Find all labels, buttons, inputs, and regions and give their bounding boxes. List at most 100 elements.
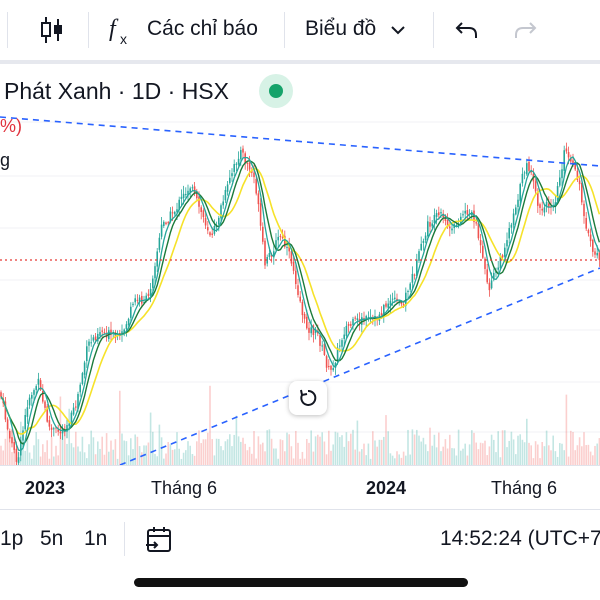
volume-bar: [314, 436, 317, 465]
volume-bar: [198, 430, 200, 465]
candle-body: [528, 161, 530, 171]
lower-trendline: [119, 267, 600, 466]
price-chart[interactable]: [0, 64, 600, 466]
range-1p-button[interactable]: 1p: [0, 527, 24, 550]
volume-bar: [512, 439, 515, 465]
candle-body: [156, 251, 158, 267]
volume-bar: [510, 431, 513, 465]
candle-body: [517, 199, 519, 207]
volume-bar: [501, 430, 504, 465]
candle-body: [101, 330, 103, 332]
volume-bar: [114, 439, 117, 465]
indicator-fx-icon[interactable]: f x: [106, 12, 136, 48]
symbol-title[interactable]: Phát Xanh · 1D · HSX: [4, 78, 229, 104]
volume-bar: [207, 432, 209, 465]
volume-bar: [160, 437, 163, 465]
redo-icon[interactable]: [510, 12, 540, 48]
volume-bar: [424, 444, 427, 465]
volume-bar: [112, 449, 114, 465]
candle-body: [121, 331, 123, 334]
candle-body: [92, 337, 95, 341]
volume-bar: [369, 458, 372, 465]
candle-body: [585, 217, 587, 229]
candle-body: [292, 262, 295, 271]
candle-body: [407, 291, 409, 293]
candle-body: [548, 203, 550, 208]
candle-body: [303, 313, 306, 319]
candle-body: [147, 293, 150, 297]
volume-bar: [363, 443, 365, 465]
svg-text:f: f: [109, 16, 119, 42]
volume-bar: [559, 443, 561, 465]
indicators-button[interactable]: Các chỉ báo: [147, 17, 258, 40]
volume-bar: [367, 443, 370, 465]
range-5n-button[interactable]: 5n: [40, 527, 64, 550]
volume-bar: [429, 427, 431, 465]
reset-chart-button[interactable]: [289, 381, 327, 415]
volume-bar: [301, 451, 304, 465]
candle-body: [530, 170, 532, 173]
candle-body: [596, 253, 598, 256]
volume-bar: [552, 435, 554, 465]
volume-bar: [556, 456, 559, 465]
candle-body: [506, 240, 508, 247]
volume-bar: [587, 444, 590, 465]
volume-bar: [26, 436, 29, 465]
candle-body: [110, 329, 112, 335]
candle-body: [180, 196, 183, 200]
range-1n-button[interactable]: 1n: [84, 527, 108, 550]
volume-bar: [306, 438, 308, 465]
candle-body: [284, 235, 286, 247]
volume-bar: [48, 458, 51, 465]
volume-bar: [321, 432, 323, 465]
volume-bar: [596, 443, 598, 465]
volume-bar: [92, 437, 95, 465]
volume-bar: [453, 448, 455, 465]
volume-bar: [99, 448, 101, 465]
candle-body: [277, 236, 279, 241]
volume-bar: [506, 447, 508, 465]
volume-bar: [554, 451, 557, 465]
volume-bar: [323, 441, 326, 465]
chart-type-button[interactable]: Biểu đồ: [305, 17, 377, 40]
candle-body: [345, 325, 348, 336]
volume-bar: [286, 432, 288, 465]
volume-bar: [457, 429, 460, 465]
candle-body: [55, 427, 57, 429]
candle-body: [94, 336, 97, 341]
undo-icon[interactable]: [452, 12, 482, 48]
volume-bar: [226, 439, 229, 465]
chevron-down-icon[interactable]: [387, 12, 409, 48]
candle-body: [435, 213, 438, 217]
candle-body: [229, 177, 231, 184]
candle-body: [169, 211, 172, 222]
candle-body: [26, 407, 29, 417]
candle-body: [134, 298, 136, 303]
date-range-icon[interactable]: [142, 522, 176, 558]
candle-body: [209, 232, 211, 236]
volume-bar: [196, 441, 198, 465]
candle-body: [365, 316, 367, 320]
volume-bar: [42, 444, 44, 465]
clock-timezone[interactable]: 14:52:24 (UTC+7: [440, 527, 600, 550]
volume-bar: [383, 436, 385, 465]
volume-bar: [308, 442, 310, 465]
candle-body: [185, 194, 187, 196]
candle-body: [11, 437, 13, 444]
volume-bar: [284, 451, 286, 465]
volume-bar: [594, 445, 596, 465]
candle-body: [275, 240, 277, 250]
candle-body: [526, 163, 528, 175]
candle-body: [455, 225, 458, 227]
volume-bar: [200, 443, 202, 465]
volume-bar: [508, 440, 510, 465]
volume-bar: [72, 447, 75, 465]
volume-bar: [495, 452, 497, 465]
candle-body: [176, 209, 178, 213]
volume-bar: [90, 430, 92, 465]
volume-bar: [127, 455, 130, 465]
volume-bar: [332, 444, 334, 465]
candle-body: [475, 222, 477, 224]
candle-icon[interactable]: [36, 12, 68, 48]
volume-bar: [83, 452, 86, 465]
